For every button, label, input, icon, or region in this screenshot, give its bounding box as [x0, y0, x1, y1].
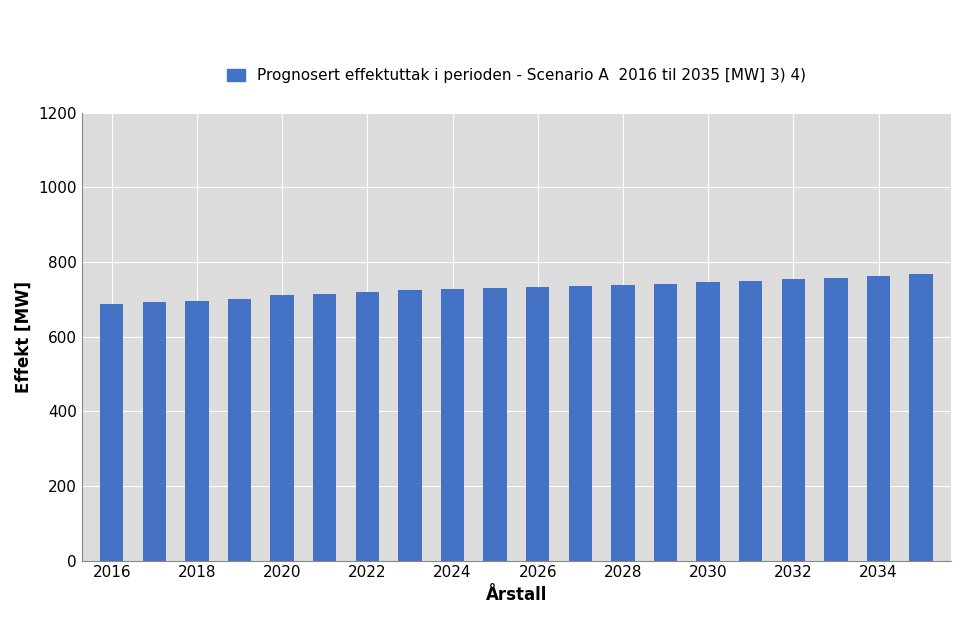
Bar	[398, 290, 422, 561]
Bar	[569, 286, 592, 561]
X-axis label: Årstall: Årstall	[486, 586, 547, 604]
Bar	[355, 292, 379, 561]
Legend: Prognosert effektuttak i perioden - Scenario A  2016 til 2035 [MW] 3) 4): Prognosert effektuttak i perioden - Scen…	[220, 62, 812, 89]
Bar	[185, 301, 209, 561]
Bar	[228, 299, 251, 561]
Bar	[483, 288, 507, 561]
Bar	[654, 284, 677, 561]
Bar	[867, 276, 891, 561]
Bar	[313, 294, 336, 561]
Bar	[440, 289, 465, 561]
Y-axis label: Effekt [MW]: Effekt [MW]	[15, 280, 33, 392]
Bar	[100, 304, 124, 561]
Bar	[526, 287, 550, 561]
Bar	[143, 302, 166, 561]
Bar	[909, 274, 933, 561]
Bar	[781, 279, 805, 561]
Bar	[739, 281, 762, 561]
Bar	[611, 285, 635, 561]
Bar	[824, 278, 848, 561]
Bar	[696, 282, 720, 561]
Bar	[270, 295, 294, 561]
